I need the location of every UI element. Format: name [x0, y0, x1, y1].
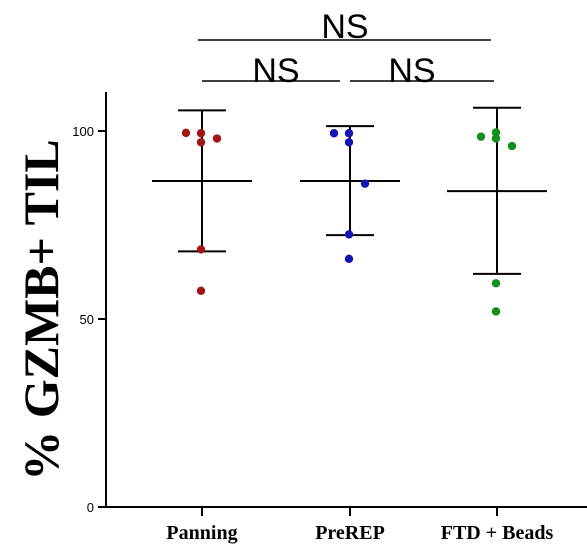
data-point [344, 129, 354, 138]
data-point [507, 141, 517, 151]
x-tick-label: PreREP [315, 522, 385, 544]
data-point [329, 129, 339, 138]
y-axis-label: % GZMB+ TIL [13, 139, 69, 481]
data-point [491, 128, 501, 137]
data-point [344, 138, 354, 147]
data-point [344, 254, 354, 264]
significance-brackets: NS NS NS [198, 8, 494, 90]
x-ticks: Panning PreREP FTD + Beads [166, 507, 553, 544]
data-point [181, 128, 191, 138]
data-point [476, 132, 486, 141]
y-ticks: 0 50 100 [72, 124, 106, 515]
x-tick-label: Panning [166, 522, 237, 544]
data-point [196, 286, 206, 295]
y-tick-label: 0 [87, 500, 94, 515]
data-point [491, 279, 501, 288]
x-tick-label: FTD + Beads [441, 522, 554, 544]
y-tick-label: 50 [80, 312, 94, 327]
data-point [196, 245, 206, 254]
data-point [344, 230, 354, 239]
y-tick-label: 100 [72, 124, 94, 139]
data-marks [152, 106, 547, 316]
data-point [360, 179, 370, 188]
data-point [196, 129, 206, 138]
bracket-label: NS [252, 52, 299, 90]
data-point [491, 307, 501, 316]
data-point [212, 134, 222, 143]
bracket-label: NS [388, 52, 435, 90]
bracket-label: NS [321, 8, 368, 46]
data-point [491, 134, 501, 143]
data-point [196, 138, 206, 147]
